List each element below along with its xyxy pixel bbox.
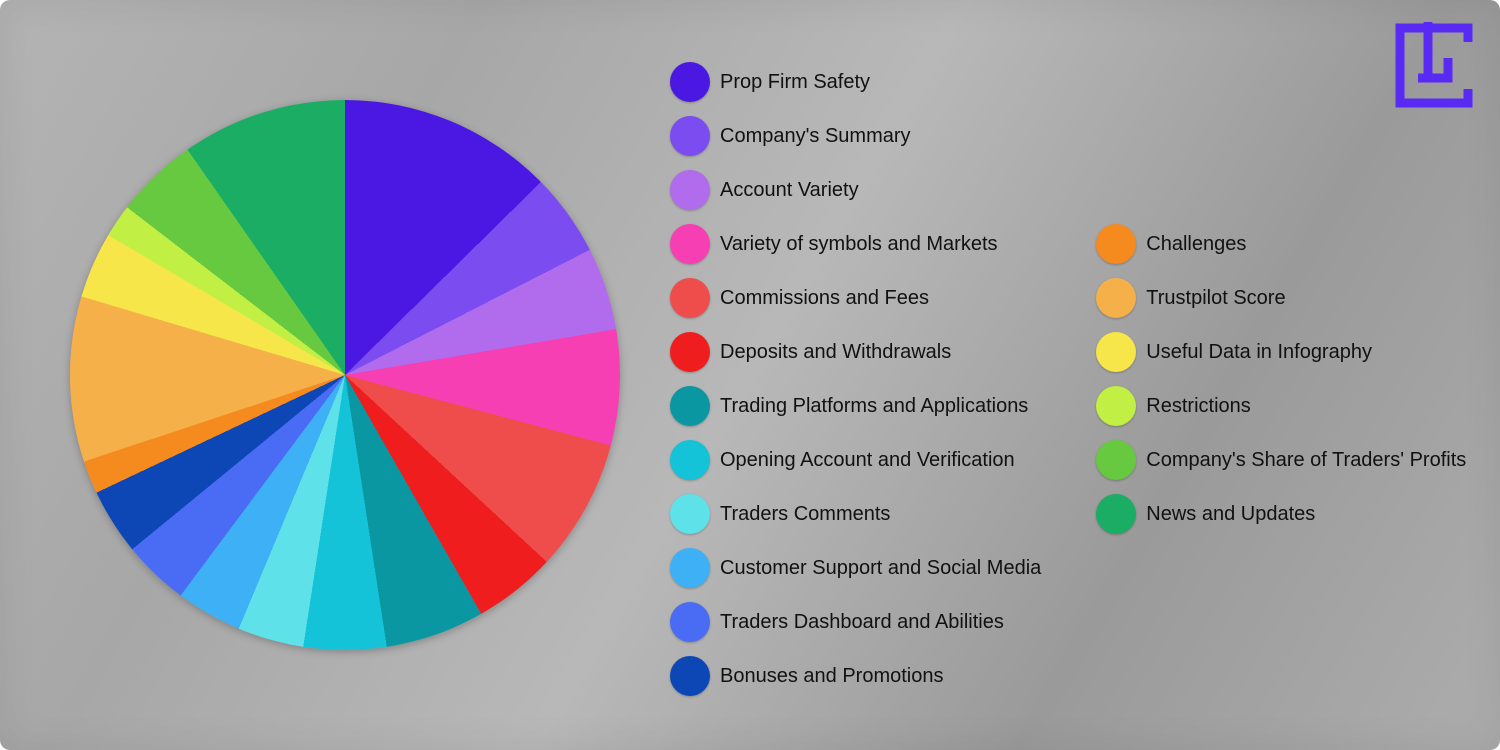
legend-item: Customer Support and Social Media bbox=[670, 541, 1041, 595]
legend-item: Company's Summary bbox=[670, 109, 1041, 163]
legend-label: Opening Account and Verification bbox=[720, 449, 1015, 472]
legend-swatch bbox=[1096, 224, 1136, 264]
legend: Prop Firm Safety Company's Summary Account… bbox=[670, 55, 1466, 703]
legend-label: News and Updates bbox=[1146, 503, 1315, 526]
legend-swatch bbox=[670, 494, 710, 534]
legend-item: Trading Platforms and Applications bbox=[670, 379, 1041, 433]
chart-canvas: Prop Firm Safety Company's Summary Account… bbox=[0, 0, 1500, 750]
legend-item: Restrictions bbox=[1096, 379, 1466, 433]
legend-item: Company's Share of Traders' Profits bbox=[1096, 433, 1466, 487]
legend-item: Challenges bbox=[1096, 217, 1466, 271]
legend-label: Trading Platforms and Applications bbox=[720, 395, 1028, 418]
legend-swatch bbox=[1096, 332, 1136, 372]
legend-swatch bbox=[670, 116, 710, 156]
legend-label: Customer Support and Social Media bbox=[720, 557, 1041, 580]
legend-label: Commissions and Fees bbox=[720, 287, 929, 310]
legend-swatch bbox=[1096, 386, 1136, 426]
legend-swatch bbox=[670, 386, 710, 426]
legend-swatch bbox=[670, 170, 710, 210]
pie-circle bbox=[70, 100, 620, 650]
legend-swatch bbox=[670, 656, 710, 696]
legend-label: Challenges bbox=[1146, 233, 1246, 256]
legend-item: Commissions and Fees bbox=[670, 271, 1041, 325]
legend-item: Deposits and Withdrawals bbox=[670, 325, 1041, 379]
legend-swatch bbox=[1096, 440, 1136, 480]
legend-swatch bbox=[670, 332, 710, 372]
brand-logo-svg bbox=[1368, 18, 1478, 113]
legend-swatch bbox=[1096, 278, 1136, 318]
legend-label: Deposits and Withdrawals bbox=[720, 341, 951, 364]
legend-item: Trustpilot Score bbox=[1096, 271, 1466, 325]
legend-swatch bbox=[670, 440, 710, 480]
legend-swatch bbox=[1096, 494, 1136, 534]
legend-swatch bbox=[670, 602, 710, 642]
pie-chart bbox=[70, 100, 620, 650]
legend-label: Trustpilot Score bbox=[1146, 287, 1285, 310]
legend-label: Prop Firm Safety bbox=[720, 71, 870, 94]
legend-item: Variety of symbols and Markets bbox=[670, 217, 1041, 271]
legend-item: Traders Dashboard and Abilities bbox=[670, 595, 1041, 649]
legend-item: Bonuses and Promotions bbox=[670, 649, 1041, 703]
legend-swatch bbox=[670, 548, 710, 588]
brand-logo bbox=[1368, 18, 1478, 118]
legend-item: Opening Account and Verification bbox=[670, 433, 1041, 487]
legend-column-2: Challenges Trustpilot Score Useful Data in… bbox=[1096, 217, 1466, 703]
legend-item: Useful Data in Infography bbox=[1096, 325, 1466, 379]
legend-item: Prop Firm Safety bbox=[670, 55, 1041, 109]
legend-swatch bbox=[670, 224, 710, 264]
legend-swatch bbox=[670, 278, 710, 318]
legend-label: Account Variety bbox=[720, 179, 859, 202]
legend-column-1: Prop Firm Safety Company's Summary Account… bbox=[670, 55, 1041, 703]
legend-label: Bonuses and Promotions bbox=[720, 665, 943, 688]
legend-label: Company's Share of Traders' Profits bbox=[1146, 449, 1466, 472]
legend-label: Traders Comments bbox=[720, 503, 890, 526]
legend-label: Company's Summary bbox=[720, 125, 911, 148]
legend-label: Traders Dashboard and Abilities bbox=[720, 611, 1004, 634]
legend-item: News and Updates bbox=[1096, 487, 1466, 541]
legend-item: Traders Comments bbox=[670, 487, 1041, 541]
legend-label: Useful Data in Infography bbox=[1146, 341, 1372, 364]
legend-item: Account Variety bbox=[670, 163, 1041, 217]
legend-swatch bbox=[670, 62, 710, 102]
legend-label: Restrictions bbox=[1146, 395, 1250, 418]
legend-label: Variety of symbols and Markets bbox=[720, 233, 998, 256]
